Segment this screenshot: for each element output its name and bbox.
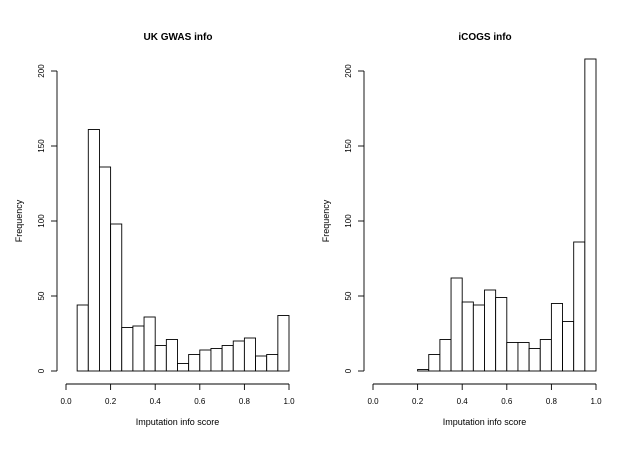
histogram-bar: [517, 342, 530, 372]
histogram-bar: [210, 348, 223, 372]
x-tick-label: 0.2: [412, 397, 424, 406]
x-tick-label: 0.4: [150, 397, 162, 406]
histogram-bar: [528, 348, 541, 372]
x-tick-label: 0.8: [239, 397, 251, 406]
y-tick-label: 100: [37, 214, 46, 228]
chart-title: iCOGS info: [458, 32, 511, 43]
x-tick-label: 0.6: [501, 397, 513, 406]
histogram-bar: [121, 327, 134, 372]
x-tick-label: 0.2: [105, 397, 117, 406]
y-axis-label: Frequency: [321, 199, 331, 242]
x-tick-label: 0.6: [194, 397, 206, 406]
y-tick-label: 200: [344, 64, 353, 78]
y-tick-label: 0: [37, 368, 46, 373]
histogram-bar: [506, 342, 519, 372]
x-tick-label: 0.4: [457, 397, 469, 406]
histogram-bar: [461, 301, 474, 372]
y-tick-label: 50: [37, 291, 46, 300]
histogram-bar: [87, 129, 100, 372]
histogram-bar: [439, 339, 452, 372]
histogram-bar: [584, 58, 597, 372]
histogram-bar: [539, 339, 552, 372]
histogram-bar: [550, 303, 564, 372]
histogram-bar: [132, 325, 145, 372]
histogram-bar: [232, 340, 245, 372]
histogram-bar: [266, 354, 279, 372]
y-axis-label: Frequency: [14, 199, 24, 242]
histogram-bar: [177, 363, 190, 372]
y-tick-label: 150: [344, 139, 353, 153]
histogram-bar: [562, 321, 575, 372]
histogram-bar: [484, 289, 497, 372]
histogram-bar: [199, 349, 212, 372]
x-tick-label: 0.8: [546, 397, 558, 406]
histogram-bar: [76, 304, 89, 372]
y-tick-label: 200: [37, 64, 46, 78]
x-tick-label: 0.0: [367, 397, 379, 406]
panel-icogs: iCOGS info 0.0 0.2 0.4 0.6 0.8 1.0 Imputation i…: [321, 32, 602, 427]
histogram-bar: [428, 354, 441, 372]
histogram-bar: [243, 337, 256, 372]
histogram-bar: [221, 345, 234, 372]
histogram-bar: [143, 316, 156, 372]
histogram-bar: [255, 355, 268, 372]
histogram-bar: [573, 241, 586, 372]
x-tick-label: 1.0: [590, 397, 602, 406]
histogram-bar: [188, 354, 201, 372]
histogram-bar: [277, 315, 290, 372]
chart-title: UK GWAS info: [144, 32, 213, 43]
y-tick-label: 0: [344, 368, 353, 373]
histogram-bar: [472, 304, 485, 372]
histogram-bar: [417, 369, 430, 372]
histogram-bar: [98, 166, 112, 372]
x-axis-label: Imputation info score: [136, 417, 220, 427]
histogram-bar: [450, 277, 463, 372]
y-tick-label: 150: [37, 139, 46, 153]
x-tick-label: 0.0: [60, 397, 72, 406]
panel-uk-gwas: UK GWAS info 0.0 0.2 0.4 0.6 0.8 1.0 Imputation…: [14, 32, 295, 427]
histogram-bar: [110, 223, 123, 372]
y-tick-label: 100: [344, 214, 353, 228]
y-tick-label: 50: [344, 291, 353, 300]
x-tick-label: 1.0: [283, 397, 295, 406]
histogram-bar: [165, 339, 178, 372]
x-axis-label: Imputation info score: [443, 417, 527, 427]
histogram-bar: [495, 297, 508, 372]
histogram-bar: [154, 345, 167, 372]
